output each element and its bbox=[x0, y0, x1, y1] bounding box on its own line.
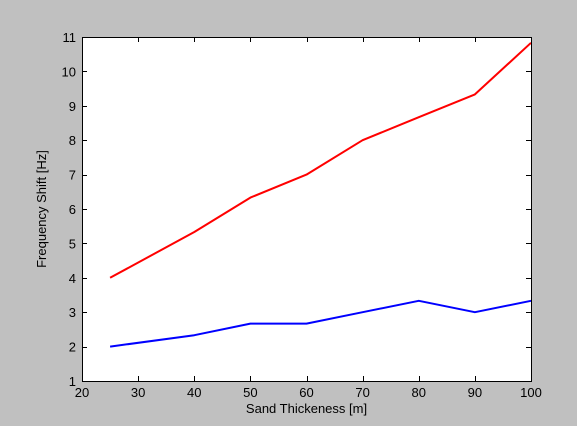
x-tick-label: 70 bbox=[355, 385, 369, 400]
y-tick-label: 1 bbox=[69, 374, 76, 389]
x-tick-label: 20 bbox=[75, 385, 89, 400]
y-tick-label: 5 bbox=[69, 236, 76, 251]
y-tick-label: 11 bbox=[63, 30, 77, 45]
y-axis-label: Frequency Shift [Hz] bbox=[34, 150, 49, 268]
y-tick-label: 10 bbox=[62, 64, 76, 79]
x-tick-label: 90 bbox=[468, 385, 482, 400]
x-axis-label: Sand Thickeness [m] bbox=[246, 401, 367, 416]
y-tick-label: 6 bbox=[69, 202, 76, 217]
x-tick-label: 50 bbox=[243, 385, 257, 400]
x-tick-label: 30 bbox=[131, 385, 145, 400]
x-tick-label: 80 bbox=[412, 385, 426, 400]
series-line-1 bbox=[109, 42, 532, 279]
x-tick-label: 60 bbox=[299, 385, 313, 400]
axes-frame bbox=[82, 37, 532, 382]
series-group bbox=[109, 42, 532, 348]
x-tick-label: 40 bbox=[187, 385, 201, 400]
ticks-group: 20 30 40 50 60 70 80 90 100 1 2 3 4 5 6 7 8 9 10 11 bbox=[62, 30, 542, 400]
y-tick-label: 3 bbox=[69, 305, 76, 320]
y-tick-label: 9 bbox=[69, 99, 76, 114]
x-tick-label: 100 bbox=[520, 385, 542, 400]
y-tick-label: 7 bbox=[69, 168, 76, 183]
series-line-2 bbox=[109, 299, 532, 348]
y-tick-label: 4 bbox=[69, 271, 76, 286]
y-tick-label: 2 bbox=[69, 340, 76, 355]
plot-area bbox=[82, 37, 531, 381]
y-tick-label: 8 bbox=[69, 133, 76, 148]
